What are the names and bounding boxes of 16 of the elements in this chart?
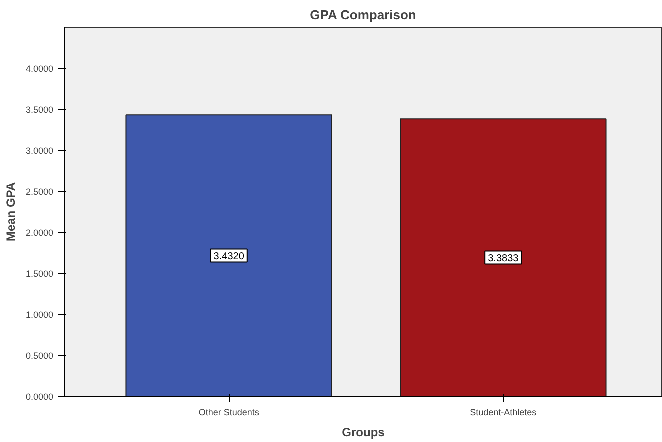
y-tick-label: 0.5000 [26,351,54,361]
y-tick-label: 2.0000 [26,228,54,238]
x-tick-label: Other Students [198,408,260,418]
data-label: 3.3833 [488,253,520,264]
x-tick-label: Student-Athletes [470,408,538,418]
y-tick-label: 0.0000 [26,392,54,402]
y-tick-label: 1.0000 [26,310,54,320]
data-label: 3.4320 [214,251,245,262]
chart-title: GPA Comparison [310,8,416,22]
x-axis-title: Groups [342,426,386,440]
y-tick-label: 1.5000 [26,269,54,279]
y-tick-label: 3.5000 [26,105,54,115]
y-tick-label: 3.0000 [26,146,54,156]
y-tick-label: 2.5000 [26,187,54,197]
y-tick-label: 4.0000 [26,64,54,74]
y-axis-title: Mean GPA [4,182,18,242]
